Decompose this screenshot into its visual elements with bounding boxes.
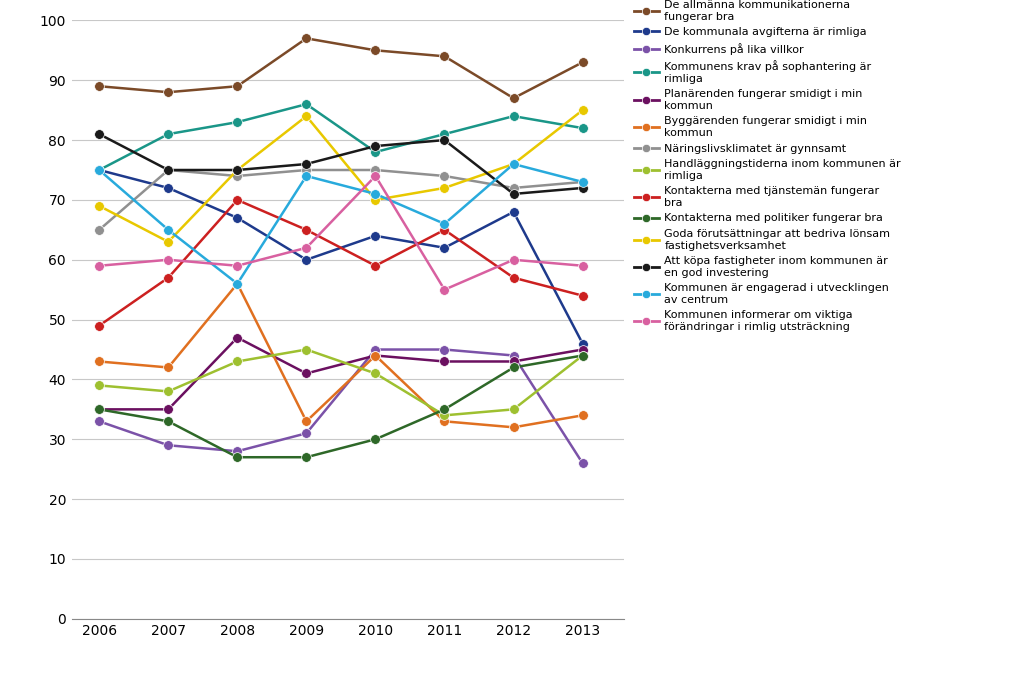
Legend: De allmänna kommunikationerna
fungerar bra, De kommunala avgifterna är rimliga, : De allmänna kommunikationerna fungerar b… xyxy=(634,0,901,332)
